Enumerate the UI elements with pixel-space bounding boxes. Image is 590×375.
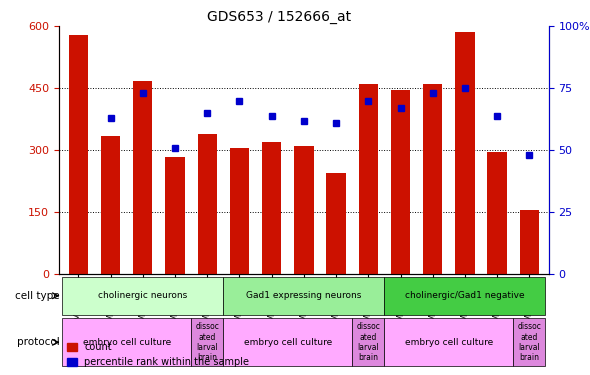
Bar: [359, 84, 378, 274]
FancyBboxPatch shape: [223, 318, 352, 366]
FancyBboxPatch shape: [62, 277, 223, 315]
FancyBboxPatch shape: [385, 277, 546, 315]
FancyBboxPatch shape: [223, 277, 385, 315]
Bar: [230, 148, 249, 274]
Bar: [133, 81, 152, 274]
FancyBboxPatch shape: [385, 318, 513, 366]
Bar: [101, 136, 120, 274]
Bar: [198, 134, 217, 274]
Bar: [520, 210, 539, 274]
FancyBboxPatch shape: [513, 318, 546, 366]
Bar: [294, 146, 313, 274]
Text: Gad1 expressing neurons: Gad1 expressing neurons: [246, 291, 362, 300]
Title: GDS653 / 152666_at: GDS653 / 152666_at: [207, 10, 352, 24]
Text: cell type: cell type: [15, 291, 60, 301]
Text: embryo cell culture: embryo cell culture: [405, 338, 493, 347]
Bar: [68, 34, 88, 274]
FancyBboxPatch shape: [191, 318, 223, 366]
Bar: [487, 152, 507, 274]
Text: embryo cell culture: embryo cell culture: [244, 338, 332, 347]
Legend: count, percentile rank within the sample: count, percentile rank within the sample: [64, 339, 252, 370]
Bar: [391, 90, 410, 274]
FancyBboxPatch shape: [62, 318, 191, 366]
Bar: [326, 173, 346, 274]
Bar: [165, 156, 185, 274]
FancyBboxPatch shape: [352, 318, 385, 366]
Bar: [423, 84, 442, 274]
Text: dissoc
ated
larval
brain: dissoc ated larval brain: [195, 322, 219, 362]
Text: protocol: protocol: [17, 337, 60, 347]
Bar: [262, 142, 281, 274]
Text: cholinergic/Gad1 negative: cholinergic/Gad1 negative: [405, 291, 525, 300]
Text: cholinergic neurons: cholinergic neurons: [98, 291, 188, 300]
Text: dissoc
ated
larval
brain: dissoc ated larval brain: [356, 322, 380, 362]
Text: dissoc
ated
larval
brain: dissoc ated larval brain: [517, 322, 541, 362]
Bar: [455, 33, 474, 274]
Text: embryo cell culture: embryo cell culture: [83, 338, 171, 347]
